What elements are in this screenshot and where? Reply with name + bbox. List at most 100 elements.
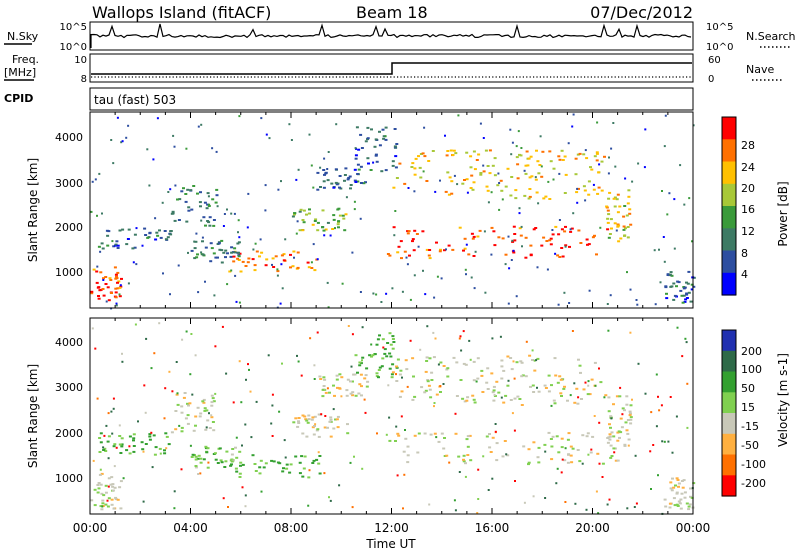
power-echo-point — [114, 277, 118, 280]
velocity-echo-point — [577, 358, 580, 361]
velocity-echo-point — [303, 415, 307, 418]
power-echo-point — [116, 247, 120, 249]
velocity-echo-point — [118, 435, 122, 437]
power-echo-point — [600, 189, 604, 192]
velocity-echo-point — [206, 447, 210, 450]
power-echo-point — [589, 166, 592, 169]
power-echo-point — [391, 160, 395, 163]
velocity-colorbar-label: Velocity [m s-1] — [776, 353, 790, 447]
velocity-echo-point — [485, 435, 489, 438]
power-echo-point — [524, 236, 528, 239]
power-echo-point — [425, 180, 429, 182]
power-echo-point — [215, 150, 218, 153]
velocity-echo-point — [158, 447, 162, 450]
power-echo-point — [255, 250, 259, 253]
velocity-echo-point — [389, 355, 393, 358]
velocity-echo-point — [391, 347, 395, 350]
power-echo-point — [292, 250, 296, 253]
power-echo-point — [592, 183, 595, 186]
velocity-echo-point — [684, 337, 687, 340]
velocity-echo-point — [413, 434, 417, 437]
power-echo-point — [597, 186, 601, 189]
velocity-echo-point — [132, 445, 136, 447]
power-echo-point — [374, 154, 378, 157]
power-echo-point — [280, 254, 284, 257]
power-echo-point — [271, 257, 275, 260]
velocity-echo-point — [417, 432, 421, 435]
power-echo-point — [584, 149, 587, 152]
power-echo-point — [184, 193, 188, 195]
power-echo-point — [626, 271, 628, 274]
power-echo-point — [528, 188, 532, 190]
velocity-echo-point — [477, 468, 480, 471]
power-colorbar-segment — [722, 250, 736, 274]
power-echo-point — [587, 193, 591, 196]
power-echo-point — [360, 182, 364, 184]
velocity-echo-point — [671, 451, 674, 454]
velocity-echo-point — [531, 384, 535, 387]
velocity-echo-point — [529, 385, 532, 388]
power-echo-point — [622, 228, 626, 231]
power-echo-point — [281, 287, 284, 290]
velocity-echo-point — [388, 439, 392, 442]
velocity-echo-point — [351, 380, 354, 383]
power-echo-point — [512, 225, 516, 228]
power-echo-point — [683, 300, 687, 303]
power-echo-point — [414, 157, 418, 160]
power-echo-point — [436, 275, 439, 278]
velocity-echo-point — [260, 490, 263, 493]
power-echo-point — [201, 240, 204, 243]
power-echo-point — [558, 219, 561, 221]
power-echo-point — [201, 253, 205, 256]
velocity-echo-point — [189, 444, 192, 447]
velocity-echo-point — [507, 379, 510, 382]
power-echo-point — [675, 285, 678, 288]
power-echo-point — [444, 190, 448, 193]
velocity-echo-point — [579, 371, 582, 374]
velocity-echo-point — [202, 401, 206, 404]
velocity-echo-point — [308, 469, 311, 472]
power-echo-point — [351, 251, 354, 254]
power-echo-point — [239, 270, 243, 273]
power-echo-point — [692, 276, 696, 279]
power-echo-point — [526, 164, 530, 167]
velocity-echo-point — [612, 447, 616, 450]
velocity-echo-point — [502, 401, 506, 404]
velocity-echo-point — [318, 375, 322, 378]
velocity-echo-point — [482, 455, 485, 458]
velocity-echo-point — [524, 375, 528, 378]
velocity-echo-point — [316, 331, 319, 334]
power-echo-point — [166, 236, 170, 239]
velocity-echo-point — [486, 388, 490, 390]
power-echo-point — [378, 144, 382, 147]
velocity-echo-point — [395, 366, 399, 369]
power-echo-point — [512, 251, 516, 254]
power-echo-point — [280, 263, 283, 266]
velocity-echo-point — [370, 343, 373, 346]
power-echo-point — [271, 263, 273, 266]
power-echo-point — [116, 244, 120, 247]
power-echo-point — [587, 243, 591, 246]
power-echo-point — [119, 284, 122, 287]
power-echo-point — [114, 296, 118, 299]
velocity-echo-point — [629, 412, 632, 415]
velocity-echo-point — [378, 366, 382, 369]
velocity-echo-point — [154, 446, 158, 449]
power-echo-point — [115, 275, 118, 278]
velocity-echo-point — [363, 398, 366, 401]
power-echo-point — [203, 201, 207, 204]
velocity-echo-point — [624, 421, 628, 424]
velocity-echo-point — [406, 454, 410, 457]
velocity-echo-point — [442, 383, 445, 385]
freq-unit-label: [MHz] — [4, 66, 36, 79]
power-echo-point — [574, 173, 578, 176]
velocity-echo-point — [525, 340, 528, 343]
velocity-echo-point — [680, 480, 684, 482]
velocity-echo-point — [563, 459, 567, 462]
velocity-echo-point — [298, 472, 302, 475]
power-echo-point — [608, 191, 612, 194]
power-echo-point — [663, 145, 666, 148]
power-echo-point — [146, 236, 150, 239]
power-echo-point — [666, 213, 669, 216]
power-echo-point — [520, 147, 523, 149]
